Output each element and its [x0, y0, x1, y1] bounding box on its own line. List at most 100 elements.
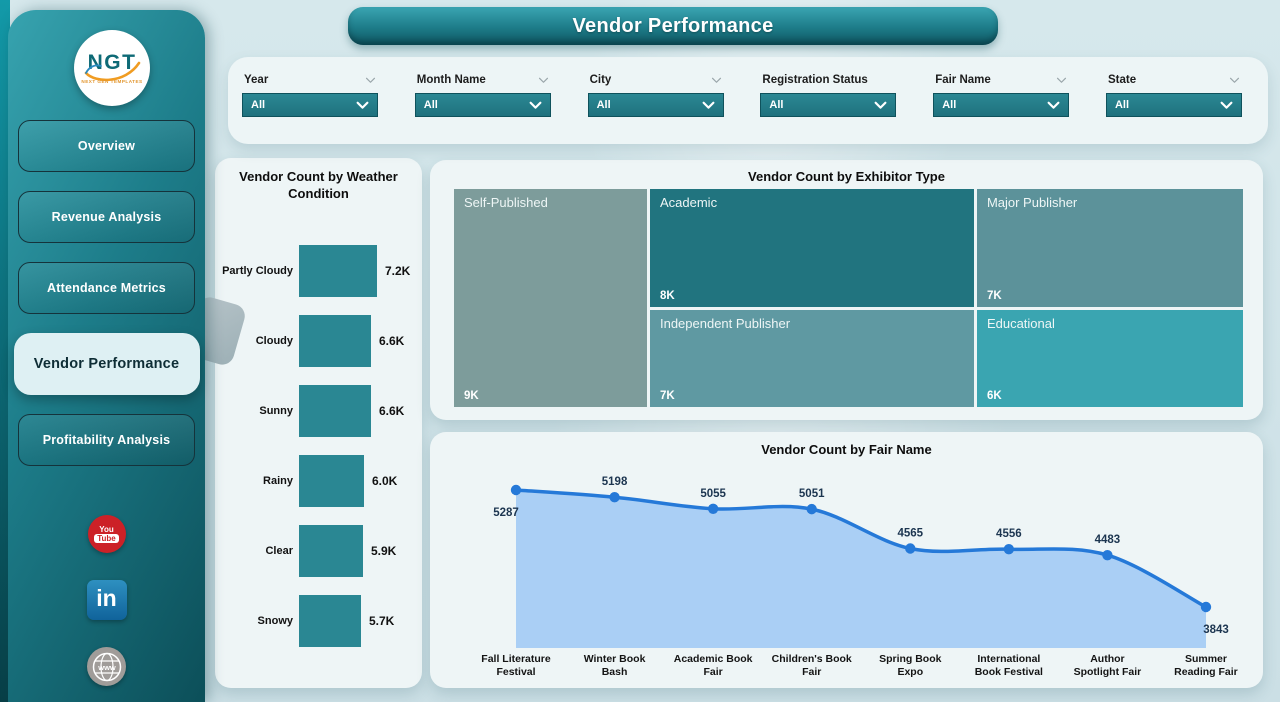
youtube-label-top: You	[99, 525, 114, 534]
website-globe-icon[interactable]: www	[87, 647, 126, 686]
weather-row-rainy: Rainy 6.0K	[215, 446, 422, 516]
weather-chart-title: Vendor Count by Weather Condition	[239, 169, 398, 201]
bar-value-label: 5.7K	[369, 614, 395, 628]
x-axis-category-label: International Book Festival	[975, 653, 1043, 678]
filter-state: State All	[1105, 73, 1242, 117]
data-point-marker[interactable]	[510, 484, 522, 496]
sidebar-item-overview[interactable]: Overview	[18, 120, 195, 172]
filter-bar-items: Year All Month Name All City All Registration …	[228, 57, 1268, 117]
bar[interactable]	[299, 455, 364, 507]
treemap-tile-educational[interactable]: Educational 6K	[976, 309, 1243, 407]
chevron-down-icon	[711, 77, 721, 83]
bar[interactable]	[299, 385, 371, 437]
sidebar-item-attendance-metrics[interactable]: Attendance Metrics	[18, 262, 195, 314]
filter-label: Registration Status	[762, 74, 868, 86]
bar-value-label: 7.2K	[385, 264, 411, 278]
filter-selected-value: All	[769, 99, 784, 111]
left-edge-strip	[0, 0, 10, 702]
sidebar: NGT NEXT GEN TEMPLATES Overview Revenue A…	[8, 10, 205, 702]
ngt-logo: NGT NEXT GEN TEMPLATES	[74, 30, 150, 106]
sidebar-item-profitability-analysis[interactable]: Profitability Analysis	[18, 414, 195, 466]
filter-dropdown[interactable]: All	[1105, 93, 1242, 117]
data-point-value-label: 4565	[897, 528, 923, 540]
ngt-logo-icon: NGT NEXT GEN TEMPLATES	[81, 51, 142, 84]
treemap-tile-self-published[interactable]: Self-Published 9K	[454, 189, 647, 407]
chevron-down-icon	[1220, 101, 1233, 109]
filter-header: Fair Name	[933, 73, 1069, 93]
treemap-tile-label: Academic	[659, 195, 718, 210]
chevron-down-icon	[874, 101, 887, 109]
weather-category-label: Sunny	[259, 405, 293, 417]
globe-label: www	[97, 663, 116, 672]
filter-fair-name: Fair Name All	[933, 73, 1070, 117]
youtube-icon[interactable]: You Tube	[87, 515, 126, 553]
x-axis-category-label: Children's Book Fair	[772, 653, 852, 678]
area-fill	[516, 490, 1206, 648]
weather-category-label: Rainy	[263, 475, 293, 487]
weather-row-cloudy: Cloudy 6.6K	[215, 306, 422, 376]
weather-bars: Partly Cloudy 7.2K Cloudy 6.6K Sunny 6.6K Rain…	[215, 236, 422, 656]
treemap-tile-major-publisher[interactable]: Major Publisher 7K	[976, 189, 1243, 307]
data-point-marker[interactable]	[609, 492, 620, 503]
bar-value-label: 6.0K	[372, 474, 398, 488]
data-point-value-label: 4556	[996, 528, 1022, 540]
weather-category-label: Clear	[265, 545, 293, 557]
filter-month-name: Month Name All	[414, 73, 551, 117]
filter-dropdown[interactable]: All	[760, 93, 897, 117]
treemap-tile-independent-publisher[interactable]: Independent Publisher 7K	[649, 309, 974, 407]
filter-header: Registration Status	[760, 73, 896, 93]
treemap-tile-value: 7K	[986, 289, 1002, 302]
sidebar-item-label: Attendance Metrics	[47, 281, 166, 295]
data-point-marker[interactable]	[707, 503, 719, 514]
filter-label: Year	[244, 74, 269, 86]
exhibitor-treemap: Self-Published 9K Academic 8K Major Publishe…	[454, 189, 1243, 407]
filter-header: City	[588, 73, 724, 93]
data-point-marker[interactable]	[1003, 544, 1015, 555]
filter-registration-status: Registration Status All	[760, 73, 897, 117]
title-bar: Vendor Performance	[348, 7, 998, 45]
filter-label: State	[1107, 74, 1137, 86]
data-point-value-label: 4483	[1095, 534, 1121, 546]
bar-value-label: 6.6K	[379, 334, 405, 348]
logo-swoosh-blue	[85, 64, 102, 74]
chevron-down-icon	[365, 77, 376, 83]
filter-selected-value: All	[1114, 99, 1130, 111]
filter-selected-value: All	[942, 99, 957, 111]
data-point-value-label: 5198	[602, 476, 628, 488]
chevron-down-icon	[529, 101, 542, 109]
filter-selected-value: All	[596, 99, 611, 111]
bar[interactable]	[299, 525, 363, 577]
exhibitor-treemap-title: Vendor Count by Exhibitor Type	[748, 169, 945, 184]
sidebar-item-label: Overview	[77, 139, 136, 153]
bar[interactable]	[299, 315, 371, 367]
filter-header: Month Name	[415, 73, 551, 93]
data-point-marker[interactable]	[905, 543, 916, 554]
data-point-marker[interactable]	[806, 503, 817, 515]
filter-dropdown[interactable]: All	[587, 93, 724, 117]
weather-row-snowy: Snowy 5.7K	[215, 586, 422, 656]
linkedin-icon[interactable]: in	[86, 580, 127, 620]
filter-year: Year All	[242, 73, 378, 117]
sidebar-item-vendor-performance[interactable]: Vendor Performance	[13, 333, 200, 395]
data-point-marker[interactable]	[1200, 601, 1212, 613]
filter-dropdown[interactable]: All	[933, 93, 1070, 117]
filter-header: State	[1106, 73, 1242, 93]
data-point-value-label: 5051	[799, 488, 825, 500]
sidebar-item-label: Revenue Analysis	[51, 210, 162, 224]
sidebar-item-revenue-analysis[interactable]: Revenue Analysis	[18, 191, 195, 243]
logo-acronym: NGT	[88, 51, 137, 74]
bar[interactable]	[299, 245, 377, 297]
filter-dropdown[interactable]: All	[242, 93, 378, 117]
fair-line-chart: 5287 Fall Literature Festival 5198 Winter Bo…	[481, 476, 1238, 678]
bar[interactable]	[299, 595, 361, 647]
data-point-marker[interactable]	[1102, 549, 1113, 561]
chevron-down-icon	[538, 77, 548, 83]
social-links: You Tube in www	[8, 515, 205, 686]
x-axis-category-label: Summer Reading Fair	[1174, 653, 1238, 678]
treemap-tile-academic[interactable]: Academic 8K	[649, 189, 974, 307]
filter-selected-value: All	[251, 99, 266, 111]
filter-dropdown[interactable]: All	[414, 93, 551, 117]
fair-line-chart-card: Vendor Count by Fair Name 5287 Fall Liter…	[430, 432, 1263, 688]
sidebar-item-label: Profitability Analysis	[42, 433, 171, 447]
